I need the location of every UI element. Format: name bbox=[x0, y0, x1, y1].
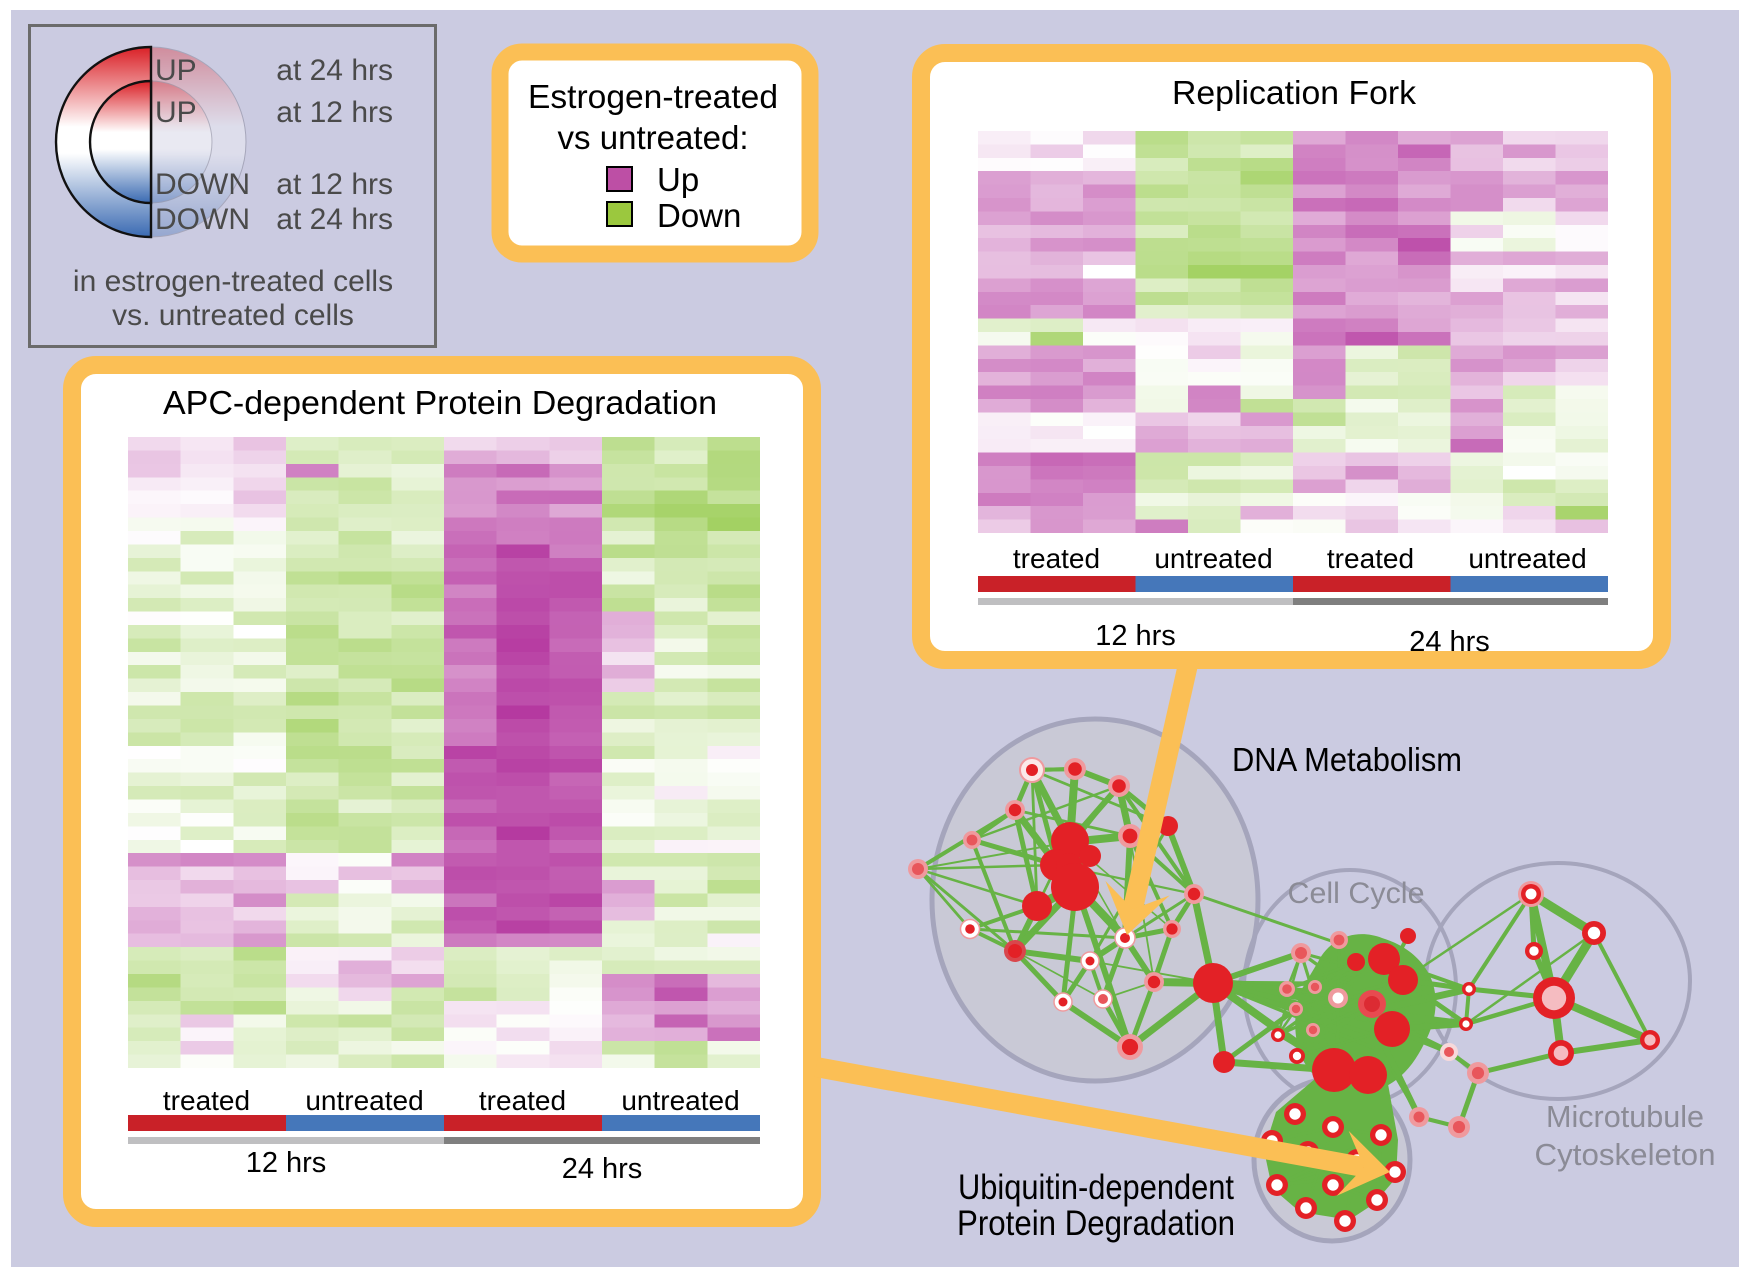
svg-text:DOWN: DOWN bbox=[155, 168, 250, 201]
svg-text:Up: Up bbox=[657, 161, 699, 198]
svg-text:Cell Cycle: Cell Cycle bbox=[1288, 877, 1425, 910]
svg-text:treated: treated bbox=[1013, 543, 1100, 574]
svg-text:in estrogen-treated cells: in estrogen-treated cells bbox=[73, 265, 393, 298]
svg-text:Estrogen-treated: Estrogen-treated bbox=[528, 78, 778, 115]
svg-text:at 24 hrs: at 24 hrs bbox=[276, 54, 393, 87]
svg-text:Replication Fork: Replication Fork bbox=[1172, 74, 1417, 111]
svg-text:untreated: untreated bbox=[1154, 543, 1272, 574]
svg-text:at 12 hrs: at 12 hrs bbox=[276, 168, 393, 201]
svg-text:APC-dependent Protein Degradat: APC-dependent Protein Degradation bbox=[163, 384, 717, 421]
svg-text:Protein Degradation: Protein Degradation bbox=[957, 1204, 1235, 1243]
svg-text:24 hrs: 24 hrs bbox=[1409, 626, 1490, 658]
svg-text:treated: treated bbox=[479, 1085, 566, 1116]
svg-text:at 24 hrs: at 24 hrs bbox=[276, 203, 393, 236]
svg-text:UP: UP bbox=[155, 96, 197, 129]
svg-text:untreated: untreated bbox=[621, 1085, 739, 1116]
svg-text:untreated: untreated bbox=[305, 1085, 423, 1116]
svg-text:Ubiquitin-dependent: Ubiquitin-dependent bbox=[958, 1168, 1234, 1207]
svg-text:UP: UP bbox=[155, 54, 197, 87]
svg-text:Microtubule: Microtubule bbox=[1546, 1099, 1704, 1134]
svg-text:treated: treated bbox=[163, 1085, 250, 1116]
svg-text:DOWN: DOWN bbox=[155, 203, 250, 236]
svg-text:treated: treated bbox=[1327, 543, 1414, 574]
svg-text:Cytoskeleton: Cytoskeleton bbox=[1535, 1137, 1716, 1172]
svg-text:Down: Down bbox=[657, 197, 741, 234]
svg-text:12 hrs: 12 hrs bbox=[246, 1147, 327, 1179]
svg-text:at 12 hrs: at 12 hrs bbox=[276, 96, 393, 129]
svg-text:DNA Metabolism: DNA Metabolism bbox=[1232, 741, 1462, 778]
svg-text:vs. untreated cells: vs. untreated cells bbox=[112, 299, 354, 332]
svg-text:12 hrs: 12 hrs bbox=[1095, 620, 1176, 652]
svg-text:untreated: untreated bbox=[1468, 543, 1586, 574]
svg-text:24 hrs: 24 hrs bbox=[562, 1153, 643, 1185]
svg-text:vs untreated:: vs untreated: bbox=[558, 119, 749, 156]
